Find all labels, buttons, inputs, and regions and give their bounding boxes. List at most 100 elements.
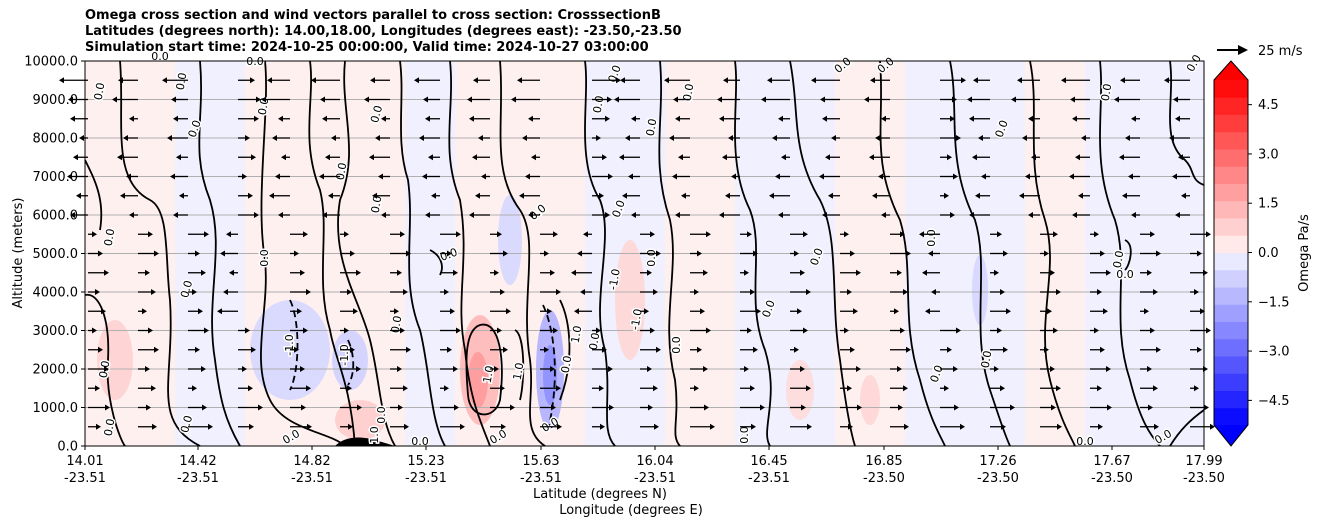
contour-label: -1.0 bbox=[628, 308, 645, 331]
wind-vector-head bbox=[648, 404, 653, 411]
wind-vector-head bbox=[406, 250, 411, 257]
wind-vector-head bbox=[847, 385, 852, 392]
wind-vector-head bbox=[697, 346, 702, 353]
wind-vector-head bbox=[403, 385, 408, 392]
wind-vector-head bbox=[98, 250, 103, 257]
wind-vector-head bbox=[1070, 96, 1075, 103]
colorbar-segment bbox=[1214, 356, 1248, 374]
wind-vector-head bbox=[475, 192, 480, 199]
colorbar-extend-bottom bbox=[1214, 425, 1248, 446]
wind-vector-head bbox=[414, 77, 419, 84]
wind-vector-head bbox=[117, 154, 122, 161]
wind-vector-head bbox=[811, 77, 816, 84]
wind-vector-head bbox=[969, 115, 974, 122]
wind-vector-head bbox=[697, 250, 702, 257]
colorbar-segment bbox=[1214, 218, 1248, 236]
wind-vector-head bbox=[1125, 135, 1130, 141]
wind-vector-head bbox=[1094, 327, 1099, 334]
wind-vector-head bbox=[1017, 77, 1022, 84]
wind-vector-head bbox=[522, 135, 527, 141]
wind-vector-head bbox=[245, 327, 250, 334]
wind-vector-head bbox=[403, 289, 408, 295]
wind-vector-head bbox=[456, 231, 461, 238]
wind-vector-head bbox=[756, 308, 761, 315]
wind-vector-head bbox=[1144, 308, 1149, 315]
wind-vector-head bbox=[152, 423, 157, 430]
wind-vector-head bbox=[331, 135, 336, 141]
wind-vector-head bbox=[469, 115, 474, 122]
wind-vector-head bbox=[1197, 250, 1202, 257]
wind-vector-head bbox=[202, 404, 207, 411]
wind-vector-head bbox=[357, 404, 362, 411]
wind-vector-head bbox=[678, 154, 683, 161]
wind-vector-head bbox=[394, 308, 399, 315]
wind-vector-head bbox=[1098, 423, 1103, 430]
wind-vector-head bbox=[92, 327, 97, 334]
wind-vector-head bbox=[356, 269, 361, 276]
wind-vector-head bbox=[544, 346, 549, 353]
wind-vector-head bbox=[953, 173, 958, 180]
wind-vector-head bbox=[195, 346, 200, 353]
x-tick-label-lon: -23.50 bbox=[863, 471, 905, 486]
colorbar-tick-label: 4.5 bbox=[1258, 98, 1279, 113]
wind-vector-head bbox=[1044, 346, 1049, 353]
wind-vector-head bbox=[956, 327, 961, 334]
wind-vector-head bbox=[820, 96, 825, 103]
colorbar-segment bbox=[1214, 80, 1248, 98]
wind-vector-head bbox=[154, 346, 159, 353]
wind-vector-head bbox=[806, 385, 811, 392]
wind-vector-head bbox=[301, 404, 306, 411]
wind-vector-head bbox=[300, 366, 305, 372]
wind-vector-head bbox=[397, 269, 402, 276]
wind-vector-head bbox=[303, 231, 308, 238]
wind-vector-head bbox=[875, 135, 880, 141]
wind-vector-head bbox=[179, 192, 184, 199]
x-tick-label-lat: 17.26 bbox=[979, 454, 1016, 469]
wind-vector-head bbox=[192, 289, 197, 295]
wind-vector-head bbox=[248, 192, 253, 199]
wind-vector-head bbox=[254, 115, 259, 122]
x-axis: 14.01 -23.51 14.42 -23.51 14.82 -23.51 15.23 -2… bbox=[64, 446, 1225, 486]
wind-vector-head bbox=[928, 250, 933, 257]
wind-vector-head bbox=[672, 173, 677, 180]
wind-vector-head bbox=[192, 385, 197, 392]
wind-vector-head bbox=[404, 423, 409, 430]
wind-vector-head bbox=[450, 308, 455, 315]
wind-vector-head bbox=[307, 423, 312, 430]
wind-vector-head bbox=[750, 289, 755, 295]
wind-vector-head bbox=[1148, 404, 1153, 411]
wind-vector-head bbox=[148, 231, 153, 238]
wind-vector-head bbox=[1164, 77, 1169, 84]
wind-vector-head bbox=[898, 404, 903, 411]
wind-vector-head bbox=[664, 77, 669, 84]
wind-vector-head bbox=[1000, 385, 1005, 392]
y-axis: 0.0 1000.0 2000.0 3000.0 4000.0 5000.0 6000.0 7… bbox=[24, 55, 85, 455]
wind-vector-head bbox=[325, 154, 330, 161]
wind-vector-head bbox=[1106, 269, 1111, 276]
wind-vector-head bbox=[644, 308, 649, 315]
wind-vector-head bbox=[447, 250, 452, 257]
wind-vector-head bbox=[481, 173, 486, 180]
y-tick-label: 10000.0 bbox=[24, 55, 78, 70]
wind-vector-head bbox=[369, 154, 374, 161]
colorbar-tick-label: −3.0 bbox=[1258, 345, 1290, 360]
wind-vector-head bbox=[904, 423, 909, 430]
wind-vector-head bbox=[208, 423, 213, 430]
wind-vector-head bbox=[925, 308, 930, 315]
contour-label: 0.0 bbox=[670, 336, 683, 354]
wind-vector-head bbox=[710, 423, 715, 430]
wind-vector-head bbox=[1119, 154, 1124, 161]
wind-vector-head bbox=[596, 135, 601, 141]
wind-vector-head bbox=[1107, 404, 1112, 411]
y-tick-label: 9000.0 bbox=[33, 93, 79, 108]
wind-vector-head bbox=[1200, 308, 1205, 315]
wind-vector-head bbox=[201, 366, 206, 372]
wind-vector-head bbox=[797, 308, 802, 315]
wind-vector-head bbox=[775, 173, 780, 180]
x-tick-label-lon: -23.50 bbox=[1091, 471, 1133, 486]
wind-vector-head bbox=[453, 269, 458, 276]
x-tick-label-lon: -23.51 bbox=[64, 471, 106, 486]
wind-vector-head bbox=[781, 154, 786, 161]
wind-vector-head bbox=[1010, 404, 1015, 411]
